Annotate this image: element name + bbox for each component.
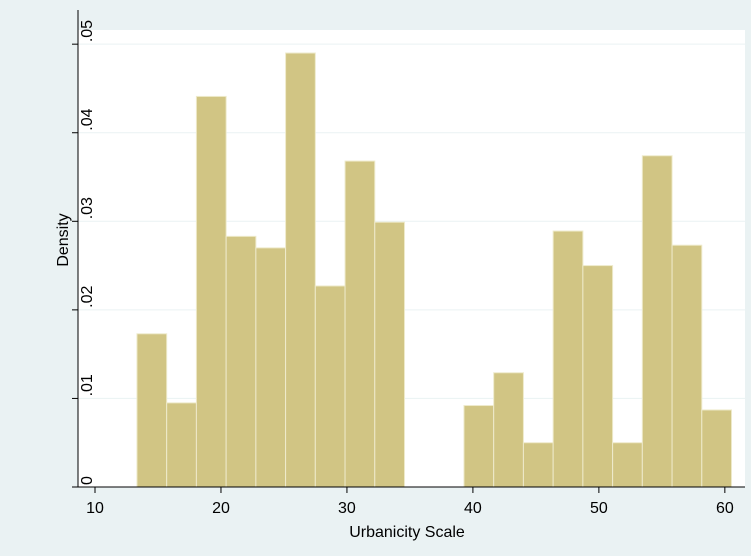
bar — [641, 155, 673, 488]
x-tick-label: 10 — [86, 500, 104, 517]
y-tick-label: .02 — [79, 286, 96, 308]
y-tick-label: 0 — [79, 476, 96, 485]
bar — [285, 52, 316, 488]
bar — [255, 247, 287, 488]
x-tick-label: 20 — [212, 500, 230, 517]
bar — [136, 333, 168, 488]
bar — [344, 160, 376, 488]
bar — [701, 409, 733, 488]
bar — [463, 405, 495, 488]
x-axis-label: Urbanicity Scale — [349, 524, 465, 541]
x-tick-label: 40 — [464, 500, 482, 517]
bar — [582, 265, 614, 488]
bar — [493, 372, 524, 488]
bar — [195, 95, 227, 488]
x-tick-label: 30 — [338, 500, 356, 517]
x-tick-label: 50 — [590, 500, 608, 517]
bar — [225, 235, 257, 488]
y-tick-label: .03 — [79, 197, 96, 219]
bar — [166, 402, 197, 488]
bar — [522, 442, 554, 488]
x-tick-label: 60 — [716, 500, 734, 517]
y-tick-label: .05 — [79, 20, 96, 42]
bar — [374, 221, 406, 488]
bar — [552, 230, 584, 488]
bar — [671, 244, 703, 488]
bar — [314, 285, 346, 488]
y-axis-label: Density — [55, 213, 72, 266]
bar — [612, 442, 643, 488]
y-tick-label: .01 — [79, 374, 96, 396]
y-tick-label: .04 — [79, 108, 96, 130]
